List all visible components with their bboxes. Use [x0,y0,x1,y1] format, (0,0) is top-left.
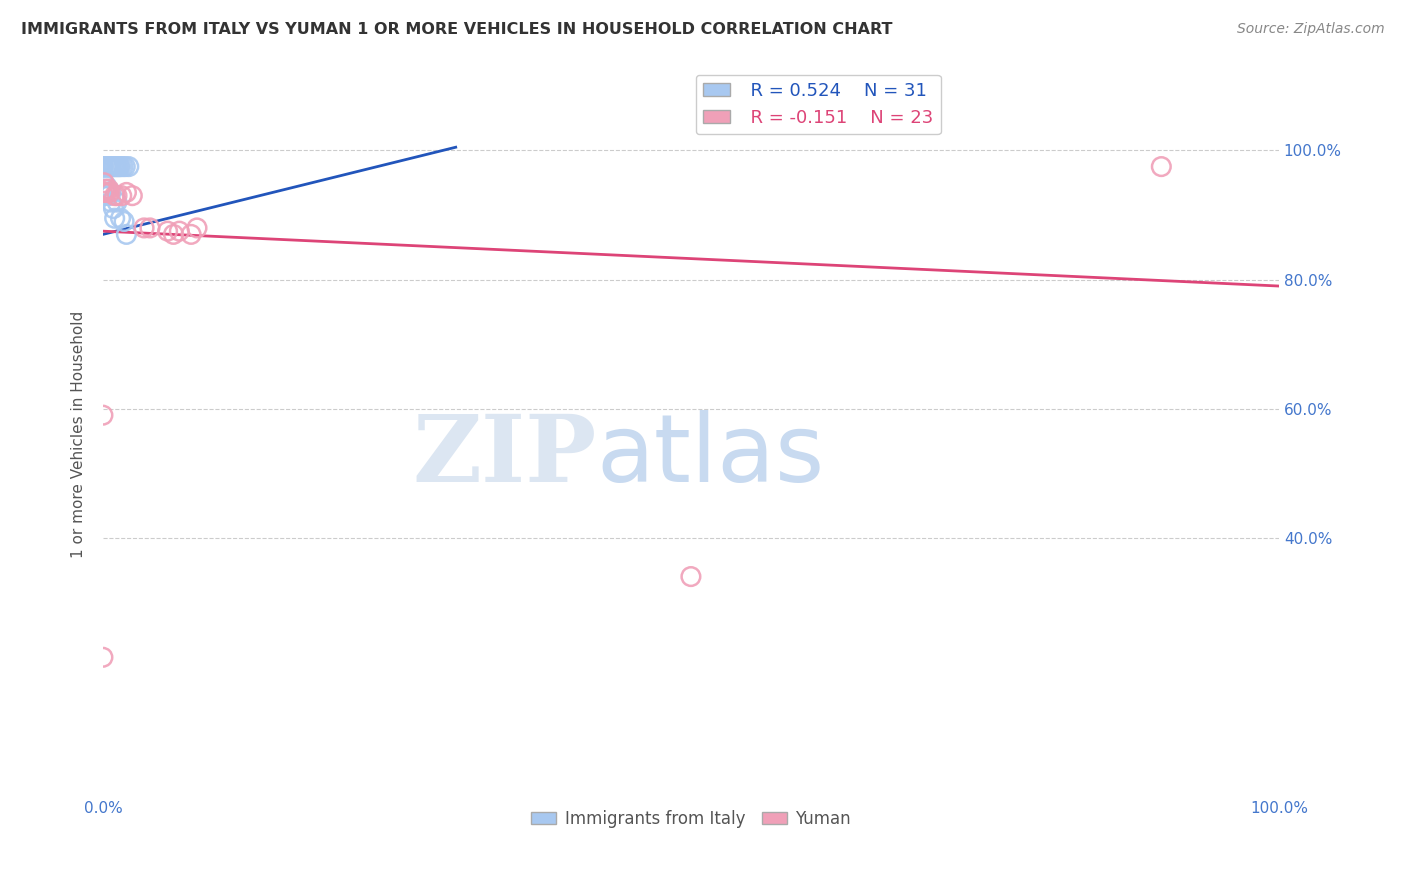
Point [115,227,138,242]
Point [107,160,129,174]
Point [96,160,118,174]
Point [91,650,114,665]
Point [97,188,120,202]
Point [100,186,122,200]
Point [110,211,132,226]
Point [105,160,128,174]
Text: Source: ZipAtlas.com: Source: ZipAtlas.com [1237,22,1385,37]
Point [98,160,121,174]
Point [103,160,125,174]
Point [91,160,114,174]
Point [121,188,143,202]
Point [132,221,155,235]
Point [91,408,114,422]
Point [104,211,127,226]
Point [97,160,120,174]
Point [110,160,132,174]
Point [91,160,114,174]
Point [162,227,184,242]
Point [104,160,127,174]
Point [105,188,128,202]
Point [114,160,136,174]
Text: ZIP: ZIP [412,411,596,501]
Point [97,186,120,200]
Text: atlas: atlas [596,410,825,502]
Point [94,186,117,200]
Point [108,160,131,174]
Point [103,202,125,216]
Point [111,160,134,174]
Point [156,224,179,238]
Point [169,224,191,238]
Point [101,160,124,174]
Point [96,178,118,193]
Point [104,188,127,202]
Point [139,221,162,235]
Point [115,186,138,200]
Point [679,569,702,583]
Point [97,182,120,196]
Point [97,160,120,174]
Point [104,160,127,174]
Point [93,176,115,190]
Point [91,186,114,200]
Text: IMMIGRANTS FROM ITALY VS YUMAN 1 OR MORE VEHICLES IN HOUSEHOLD CORRELATION CHART: IMMIGRANTS FROM ITALY VS YUMAN 1 OR MORE… [21,22,893,37]
Y-axis label: 1 or more Vehicles in Household: 1 or more Vehicles in Household [72,311,86,558]
Point [98,186,121,200]
Point [100,160,122,174]
Point [97,160,120,174]
Point [118,160,141,174]
Point [96,182,118,196]
Point [105,195,128,210]
Point [112,214,135,228]
Point [91,188,114,202]
Point [94,182,117,196]
Point [100,195,122,210]
Point [111,188,134,202]
Point [1150,160,1173,174]
Point [186,221,208,235]
Legend: Immigrants from Italy, Yuman: Immigrants from Italy, Yuman [524,804,858,835]
Point [180,227,202,242]
